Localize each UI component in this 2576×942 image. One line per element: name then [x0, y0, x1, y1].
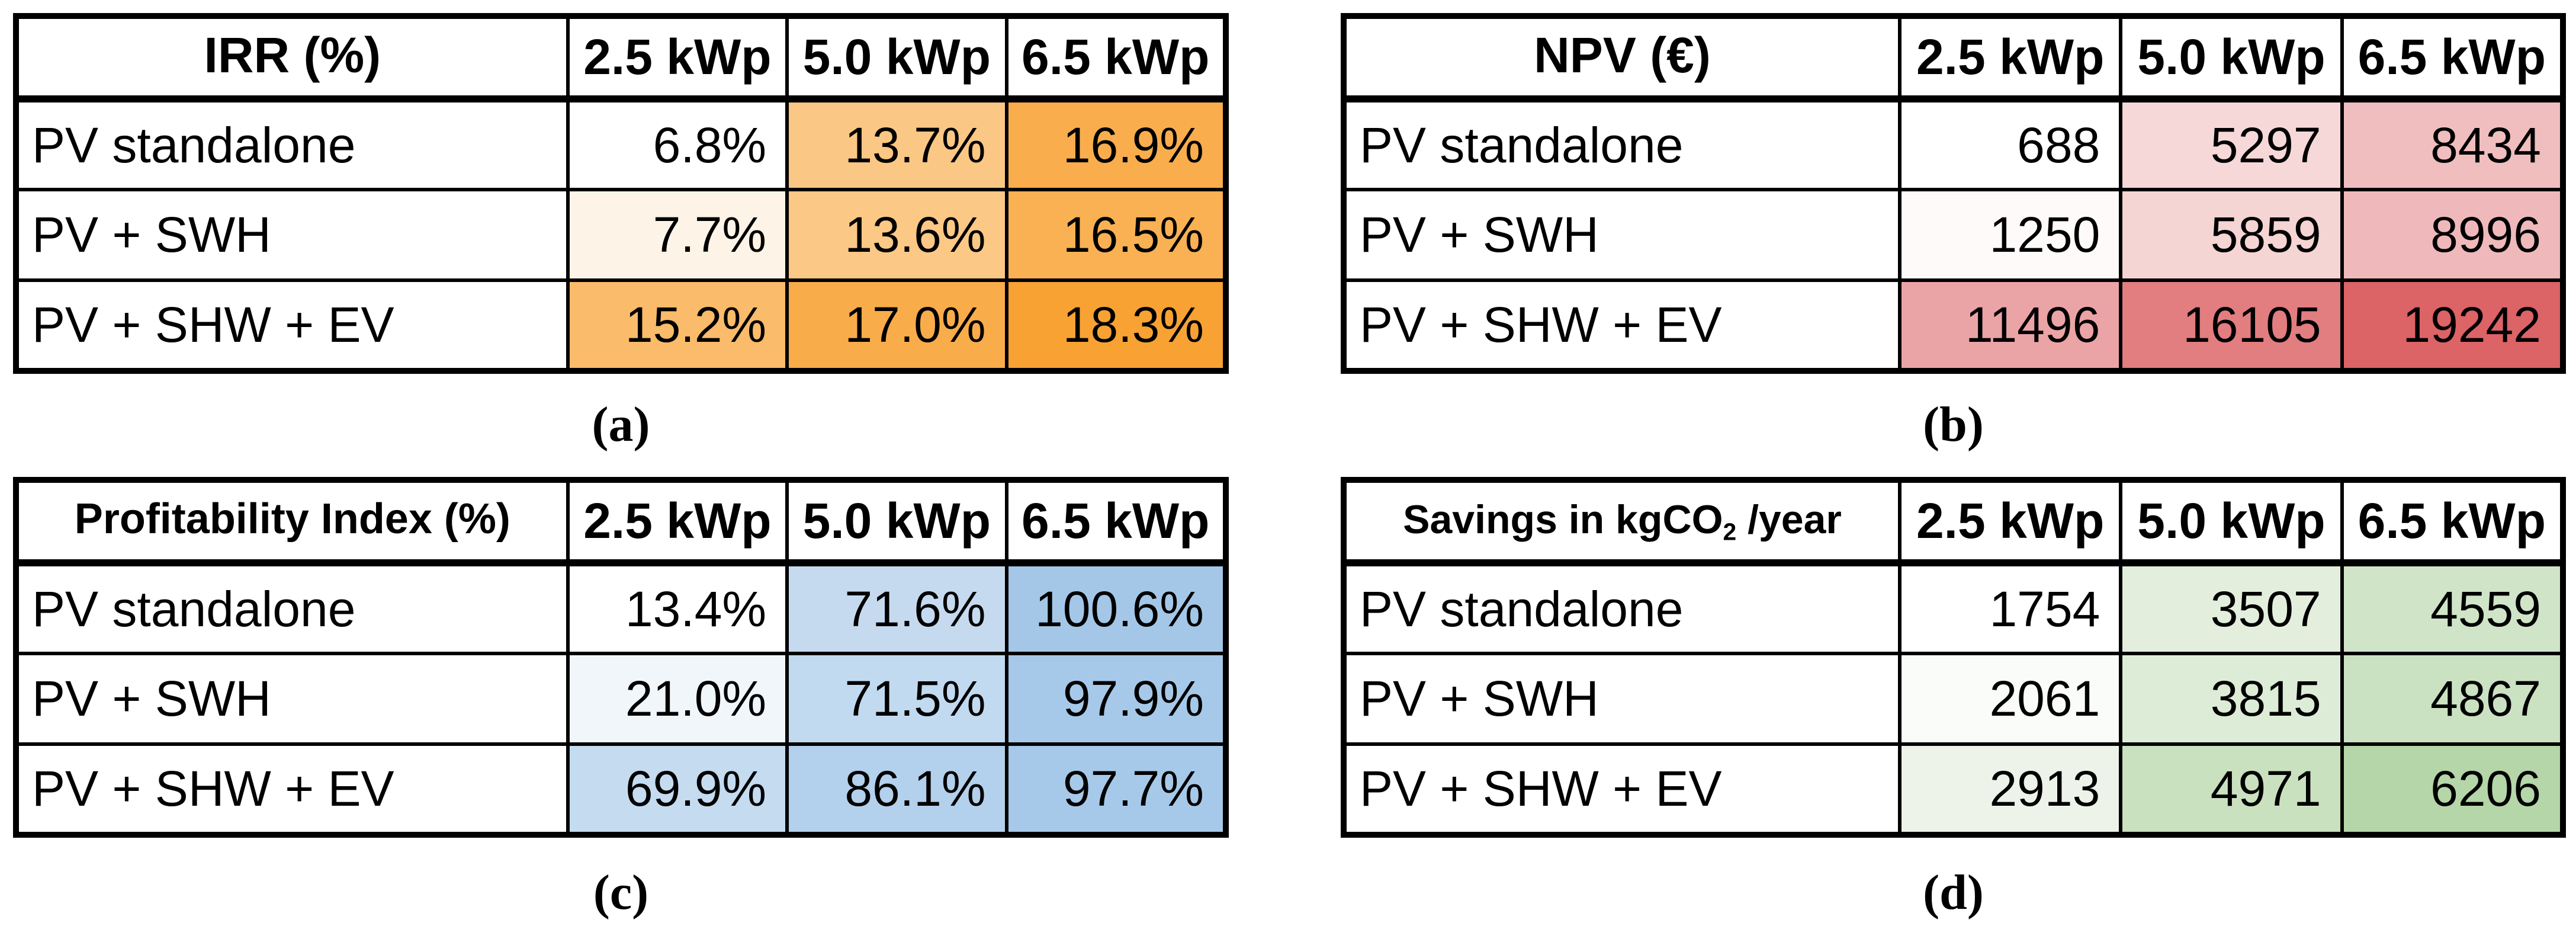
- table-row: PV + SWH 1250 5859 8996: [1342, 188, 2565, 282]
- npv-table-title: NPV (€): [1342, 14, 1902, 102]
- subfigure-label-a: (a): [592, 397, 650, 452]
- table-title-text: Savings in kgCO: [1403, 496, 1723, 542]
- value-cell: 4867: [2340, 652, 2565, 746]
- irr-table: IRR (%) 2.5 kWp 5.0 kWp 6.5 kWp PV stand…: [13, 13, 1229, 374]
- value-cell: 19242: [2340, 278, 2565, 373]
- row-label: PV + SHW + EV: [14, 278, 570, 373]
- value-cell: 1250: [1897, 188, 2123, 282]
- table-row: PV + SHW + EV 69.9% 86.1% 97.7%: [14, 742, 1228, 837]
- co2-savings-table-title: Savings in kgCO2 /year: [1342, 478, 1902, 566]
- row-label: PV standalone: [14, 97, 570, 191]
- table-row: PV + SHW + EV 2913 4971 6206: [1342, 742, 2565, 837]
- value-cell: 100.6%: [1004, 561, 1228, 655]
- value-cell: 69.9%: [566, 742, 789, 837]
- table-row: PV standalone 688 5297 8434: [1342, 97, 2565, 191]
- column-header-5-0kwp: 5.0 kWp: [2119, 14, 2344, 102]
- value-cell: 4971: [2119, 742, 2344, 837]
- value-cell: 11496: [1897, 278, 2123, 373]
- value-cell: 71.5%: [785, 652, 1008, 746]
- profitability-table-title: Profitability Index (%): [14, 478, 570, 566]
- table-row: PV standalone 1754 3507 4559: [1342, 561, 2565, 655]
- column-header-5-0kwp: 5.0 kWp: [785, 14, 1008, 102]
- row-label: PV + SWH: [14, 188, 570, 282]
- value-cell: 21.0%: [566, 652, 789, 746]
- row-label: PV + SHW + EV: [14, 742, 570, 837]
- row-label: PV + SHW + EV: [1342, 742, 1902, 837]
- value-cell: 3507: [2119, 561, 2344, 655]
- table-title-text: NPV (€): [1534, 27, 1711, 83]
- co2-savings-table: Savings in kgCO2 /year 2.5 kWp 5.0 kWp 6…: [1341, 477, 2566, 838]
- column-header-6-5kwp: 6.5 kWp: [1004, 14, 1228, 102]
- value-cell: 688: [1897, 97, 2123, 191]
- subfigure-label-d: (d): [1923, 865, 1984, 920]
- row-label: PV + SHW + EV: [1342, 278, 1902, 373]
- value-cell: 2061: [1897, 652, 2123, 746]
- row-label: PV + SWH: [1342, 188, 1902, 282]
- irr-table-title: IRR (%): [14, 14, 570, 102]
- value-cell: 6206: [2340, 742, 2565, 837]
- table-row: PV standalone 6.8% 13.7% 16.9%: [14, 97, 1228, 191]
- value-cell: 8434: [2340, 97, 2565, 191]
- column-header-5-0kwp: 5.0 kWp: [785, 478, 1008, 566]
- table-title-suffix: /year: [1736, 496, 1842, 542]
- row-label: PV standalone: [1342, 97, 1902, 191]
- value-cell: 17.0%: [785, 278, 1008, 373]
- table-title-text: Profitability Index (%): [74, 495, 510, 543]
- value-cell: 6.8%: [566, 97, 789, 191]
- profitability-header-row: Profitability Index (%) 2.5 kWp 5.0 kWp …: [14, 478, 1228, 566]
- table-title-subscript: 2: [1723, 518, 1737, 546]
- table-row: PV + SWH 7.7% 13.6% 16.5%: [14, 188, 1228, 282]
- value-cell: 16.9%: [1004, 97, 1228, 191]
- value-cell: 5297: [2119, 97, 2344, 191]
- irr-header-row: IRR (%) 2.5 kWp 5.0 kWp 6.5 kWp: [14, 14, 1228, 102]
- value-cell: 15.2%: [566, 278, 789, 373]
- column-header-2-5kwp: 2.5 kWp: [566, 14, 789, 102]
- value-cell: 7.7%: [566, 188, 789, 282]
- value-cell: 86.1%: [785, 742, 1008, 837]
- column-header-2-5kwp: 2.5 kWp: [566, 478, 789, 566]
- column-header-6-5kwp: 6.5 kWp: [2340, 14, 2565, 102]
- profitability-table: Profitability Index (%) 2.5 kWp 5.0 kWp …: [13, 477, 1229, 838]
- column-header-2-5kwp: 2.5 kWp: [1897, 14, 2123, 102]
- value-cell: 4559: [2340, 561, 2565, 655]
- column-header-6-5kwp: 6.5 kWp: [1004, 478, 1228, 566]
- npv-header-row: NPV (€) 2.5 kWp 5.0 kWp 6.5 kWp: [1342, 14, 2565, 102]
- value-cell: 2913: [1897, 742, 2123, 837]
- column-header-5-0kwp: 5.0 kWp: [2119, 478, 2344, 566]
- npv-table: NPV (€) 2.5 kWp 5.0 kWp 6.5 kWp PV stand…: [1341, 13, 2566, 374]
- table-row: PV standalone 13.4% 71.6% 100.6%: [14, 561, 1228, 655]
- co2-savings-header-row: Savings in kgCO2 /year 2.5 kWp 5.0 kWp 6…: [1342, 478, 2565, 566]
- profitability-table-panel: Profitability Index (%) 2.5 kWp 5.0 kWp …: [13, 477, 1229, 838]
- table-row: PV + SWH 2061 3815 4867: [1342, 652, 2565, 746]
- value-cell: 16.5%: [1004, 188, 1228, 282]
- row-label: PV standalone: [1342, 561, 1902, 655]
- row-label: PV + SWH: [1342, 652, 1902, 746]
- value-cell: 97.9%: [1004, 652, 1228, 746]
- value-cell: 3815: [2119, 652, 2344, 746]
- co2-savings-table-panel: Savings in kgCO2 /year 2.5 kWp 5.0 kWp 6…: [1341, 477, 2566, 838]
- subfigure-label-b: (b): [1923, 397, 1984, 452]
- value-cell: 1754: [1897, 561, 2123, 655]
- subfigure-label-c: (c): [593, 865, 649, 920]
- value-cell: 13.4%: [566, 561, 789, 655]
- table-row: PV + SWH 21.0% 71.5% 97.9%: [14, 652, 1228, 746]
- value-cell: 8996: [2340, 188, 2565, 282]
- value-cell: 5859: [2119, 188, 2344, 282]
- irr-table-panel: IRR (%) 2.5 kWp 5.0 kWp 6.5 kWp PV stand…: [13, 13, 1229, 374]
- value-cell: 16105: [2119, 278, 2344, 373]
- row-label: PV + SWH: [14, 652, 570, 746]
- table-title-text: IRR (%): [204, 27, 381, 83]
- value-cell: 18.3%: [1004, 278, 1228, 373]
- npv-table-panel: NPV (€) 2.5 kWp 5.0 kWp 6.5 kWp PV stand…: [1341, 13, 2566, 374]
- value-cell: 71.6%: [785, 561, 1008, 655]
- table-row: PV + SHW + EV 11496 16105 19242: [1342, 278, 2565, 373]
- row-label: PV standalone: [14, 561, 570, 655]
- column-header-2-5kwp: 2.5 kWp: [1897, 478, 2123, 566]
- value-cell: 97.7%: [1004, 742, 1228, 837]
- column-header-6-5kwp: 6.5 kWp: [2340, 478, 2565, 566]
- value-cell: 13.7%: [785, 97, 1008, 191]
- table-row: PV + SHW + EV 15.2% 17.0% 18.3%: [14, 278, 1228, 373]
- value-cell: 13.6%: [785, 188, 1008, 282]
